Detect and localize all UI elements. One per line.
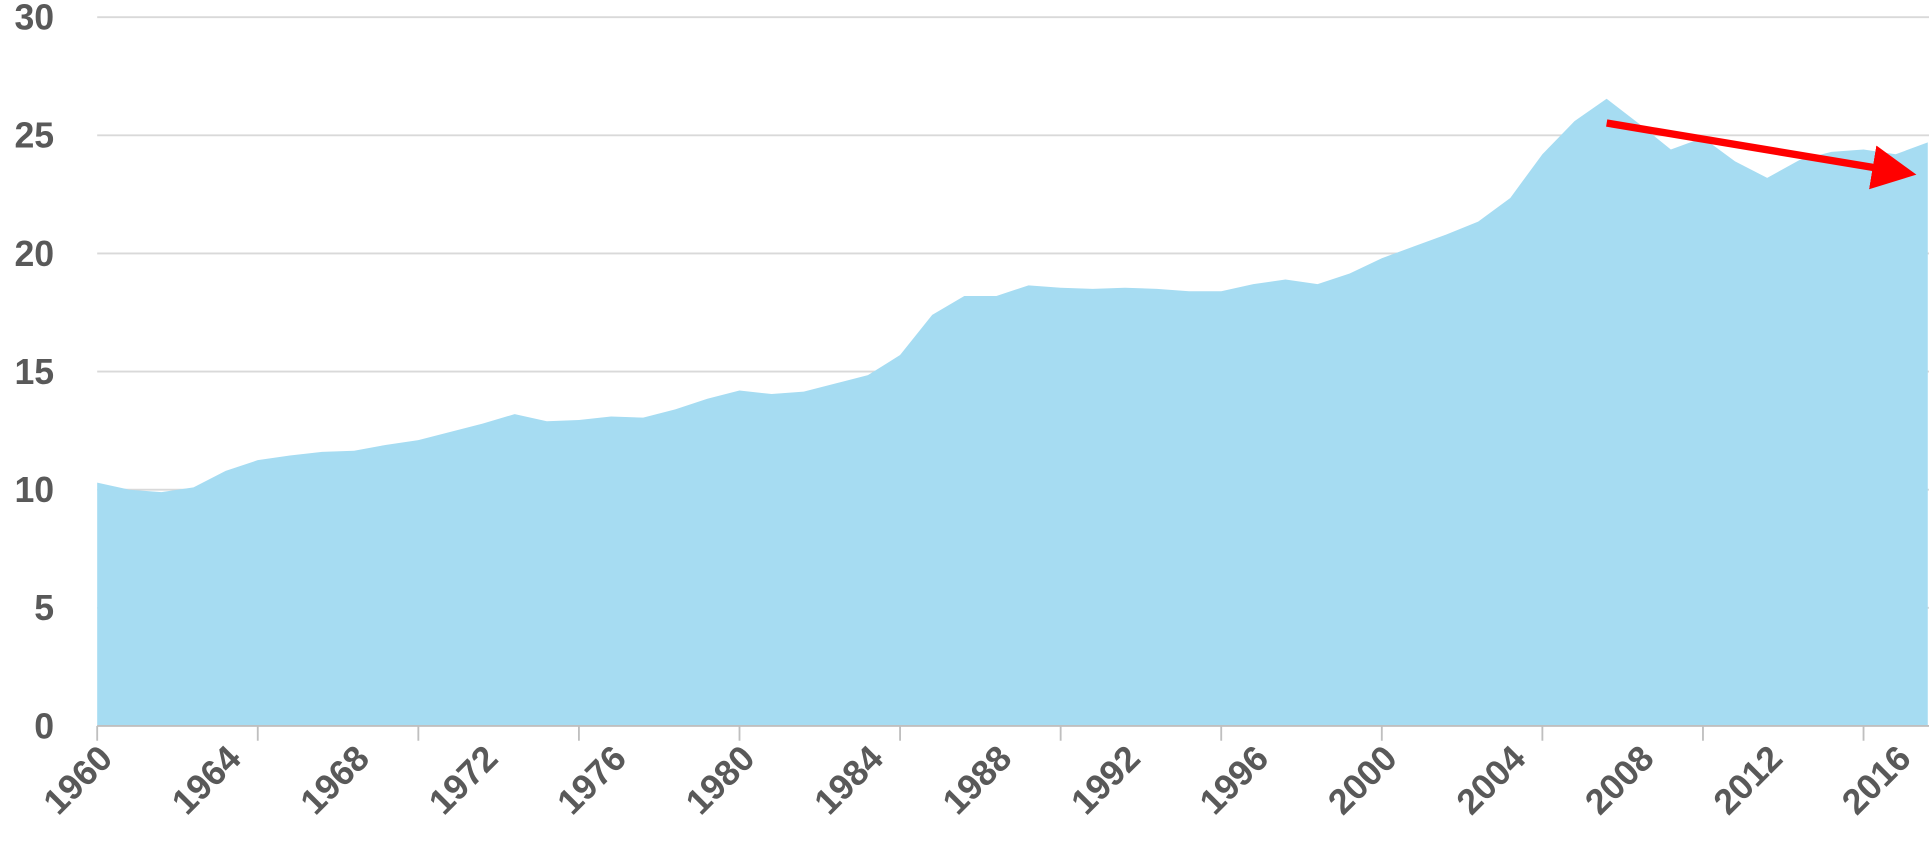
y-tick-label: 0: [34, 706, 54, 746]
x-tick-label: 1996: [1192, 738, 1276, 822]
x-tick-label: 1980: [678, 738, 762, 822]
x-tick-label: 2004: [1449, 738, 1533, 823]
plot: [97, 98, 1928, 726]
x-tick-label: 1960: [36, 738, 120, 822]
x-tick-label: 2000: [1320, 738, 1404, 822]
x-tick-label: 1964: [164, 738, 248, 823]
x-tick-label: 2008: [1577, 738, 1661, 822]
y-tick-label: 5: [34, 588, 54, 628]
x-tick-label: 1992: [1063, 738, 1147, 822]
axes: 0 5 10 15 20 25 30 1960 1964 1968 1972 1976 1980 1984…: [14, 0, 1929, 822]
x-tick-label: 1976: [550, 738, 634, 822]
y-tick-label: 20: [14, 234, 54, 274]
x-tick-label: 2016: [1834, 738, 1918, 822]
x-tick-label: 1968: [293, 738, 377, 822]
x-tick-label: 2012: [1706, 738, 1790, 822]
x-tick-label: 1984: [806, 738, 890, 823]
y-tick-label: 25: [14, 116, 54, 156]
trend-arrow: [1606, 119, 1917, 190]
y-tick-label: 15: [14, 352, 54, 392]
x-tick-label: 1988: [935, 738, 1019, 822]
y-tick-label: 30: [14, 0, 54, 38]
area: [97, 98, 1928, 726]
y-tick-label: 10: [14, 470, 54, 510]
x-tick-label: 1972: [421, 738, 505, 822]
